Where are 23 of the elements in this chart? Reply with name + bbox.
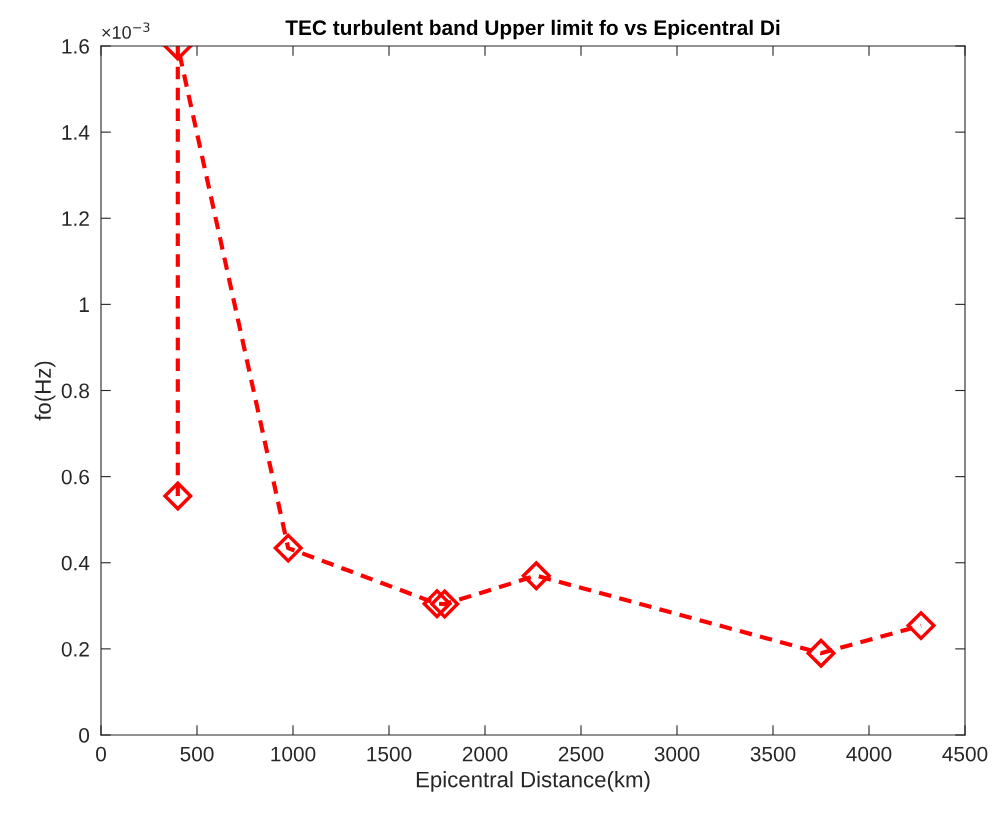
y-tick-label: 0.8 <box>61 383 89 399</box>
y-tick-label: 1.6 <box>62 39 89 54</box>
x-tick-label: 4000 <box>846 746 892 762</box>
y-tick-label: 1.4 <box>62 125 90 140</box>
y-tick-label: 0.6 <box>61 469 89 485</box>
x-tick-label: 2500 <box>558 746 604 762</box>
y-tick-label: 0.2 <box>61 641 89 657</box>
x-tick-label: 3500 <box>750 746 796 762</box>
x-tick-label: 0 <box>96 746 106 762</box>
x-tick-label: 500 <box>180 746 214 762</box>
y-tick-label: 1.2 <box>62 211 89 226</box>
chart-title: TEC turbulent band Upper limit fo vs Epicentral Di <box>285 19 780 40</box>
x-tick-label: 1000 <box>271 746 316 762</box>
x-tick-label: 2000 <box>462 746 508 762</box>
text: ×10$^{−3}$ <box>102 22 150 39</box>
x-axis-title: Epicentral Distance(km) <box>416 771 650 792</box>
y-tick-label: 0 <box>79 728 90 743</box>
x-tick-label: 4500 <box>942 746 988 762</box>
x-tick-label: 3000 <box>654 746 700 762</box>
y-axis-title: fo(Hz) <box>34 361 56 421</box>
y-tick-label: 1 <box>79 297 89 312</box>
x-tick-label: 1500 <box>367 746 412 762</box>
y-tick-label: 0.4 <box>61 555 90 571</box>
